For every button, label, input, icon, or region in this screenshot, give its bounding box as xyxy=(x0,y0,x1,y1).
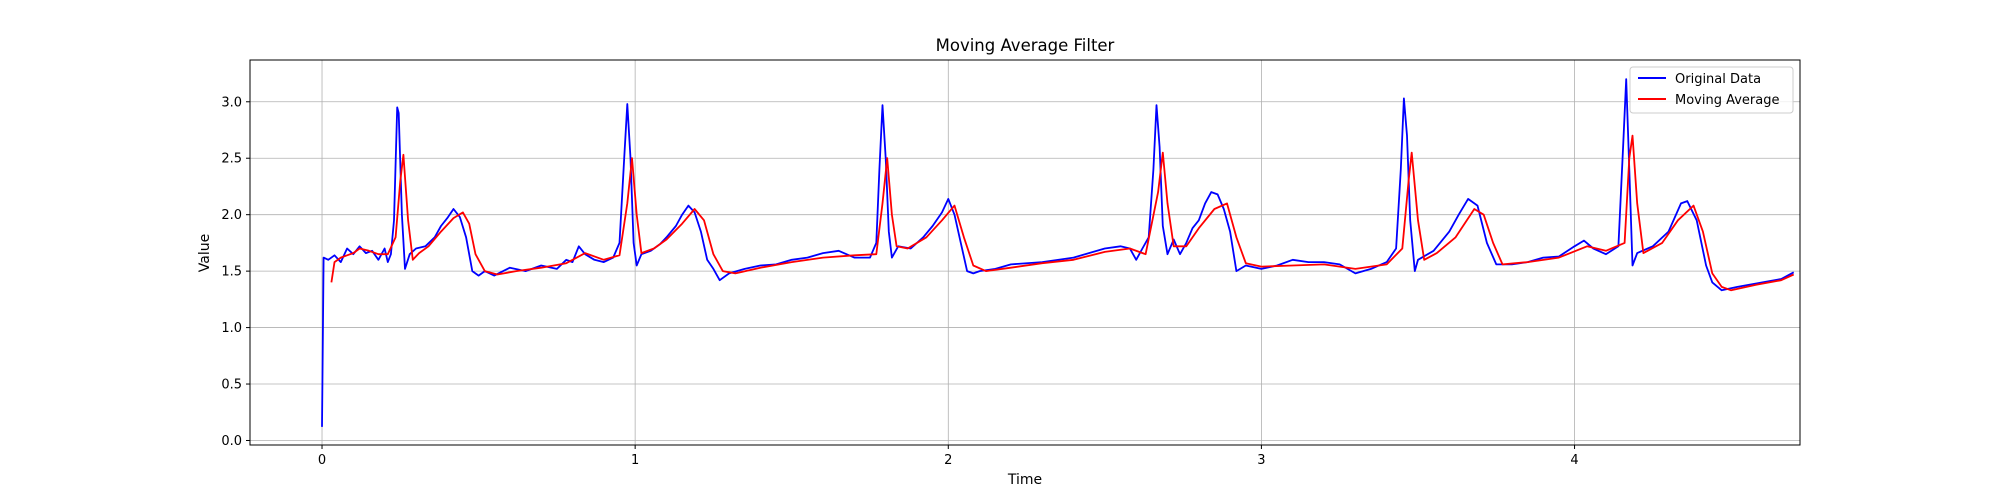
x-tick-label: 1 xyxy=(631,453,639,468)
grid-lines xyxy=(250,60,1800,445)
y-tick-label: 2.5 xyxy=(221,152,242,167)
series-lines xyxy=(321,78,1795,427)
x-tick-label: 3 xyxy=(1257,453,1265,468)
legend: Original Data Moving Average xyxy=(1629,66,1794,114)
legend-label-original: Original Data xyxy=(1675,72,1761,87)
y-axis-label: Value xyxy=(197,234,213,272)
y-tick-label: 1.5 xyxy=(221,265,242,280)
y-tick-label: 2.0 xyxy=(221,208,242,223)
series-line-original-data xyxy=(321,78,1795,427)
x-tick-label: 4 xyxy=(1570,453,1578,468)
y-tick-label: 3.0 xyxy=(221,95,242,110)
series-line-moving-average xyxy=(330,134,1795,292)
x-tick-label: 0 xyxy=(318,453,326,468)
y-tick-label: 0.0 xyxy=(221,434,242,449)
x-tick-label: 2 xyxy=(944,453,952,468)
y-axis-ticks: 0.0 0.5 1.0 1.5 2.0 2.5 3.0 xyxy=(221,95,250,449)
y-tick-label: 0.5 xyxy=(221,378,242,393)
y-tick-label: 1.0 xyxy=(221,321,242,336)
x-axis-label: Time xyxy=(1007,472,1042,488)
x-axis-ticks: 0 1 2 3 4 xyxy=(318,445,1579,468)
chart-title: Moving Average Filter xyxy=(936,36,1115,55)
legend-frame xyxy=(1629,66,1794,114)
legend-label-moving-average: Moving Average xyxy=(1675,93,1779,108)
plot-area-background xyxy=(250,60,1800,445)
plot-area-frame xyxy=(249,59,1801,446)
